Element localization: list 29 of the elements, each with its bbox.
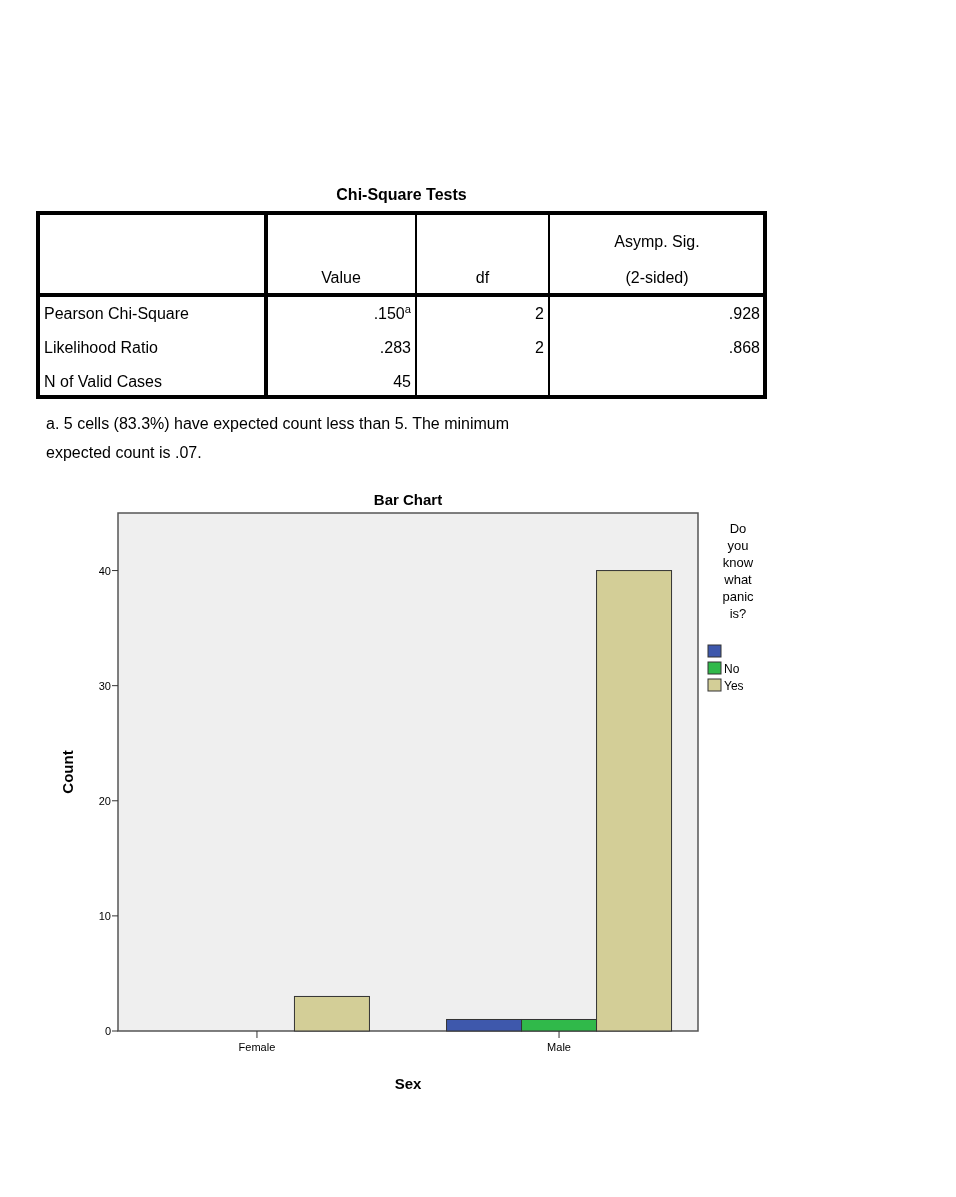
x-tick-label: Male: [547, 1041, 571, 1053]
y-tick-label: 30: [98, 679, 111, 692]
category-label: Value: [321, 269, 361, 286]
y-tick-label: 10: [98, 909, 111, 922]
legend-title: Do you know what panic is?: [722, 521, 755, 621]
y-tick-label: 20: [98, 794, 111, 807]
text: a. 5 cells (83.3%) have expected count less than 5. The minimum expected count is .07.: [46, 415, 510, 461]
y-tick-label: 0: [104, 1025, 111, 1037]
y-tick-label: 40: [98, 564, 111, 577]
text: 2: [535, 339, 544, 356]
text: .150$^{a}$: [373, 303, 411, 322]
category-label: Pearson Chi-Square: [44, 305, 189, 322]
text: .868: [728, 339, 760, 356]
bar: [293, 995, 370, 1032]
legend-label: Yes: [724, 679, 744, 693]
text: .928: [728, 305, 760, 322]
chart-title: Bar Chart: [373, 491, 443, 508]
text: .283: [379, 339, 411, 356]
category-label: Likelihood Ratio: [44, 339, 158, 356]
x-tick-label: Female: [238, 1041, 276, 1053]
text: 45: [393, 373, 411, 390]
text: Chi-Square Tests: [336, 186, 467, 203]
category-label: df: [475, 269, 490, 286]
category-label: Asymp. Sig. (2-sided): [614, 233, 700, 286]
category-label: N of Valid Cases: [44, 373, 162, 390]
y-axis-title: Count: [59, 750, 76, 794]
legend-label: No: [724, 662, 740, 676]
x-axis-title: Sex: [394, 1075, 422, 1092]
text: 2: [535, 305, 544, 322]
